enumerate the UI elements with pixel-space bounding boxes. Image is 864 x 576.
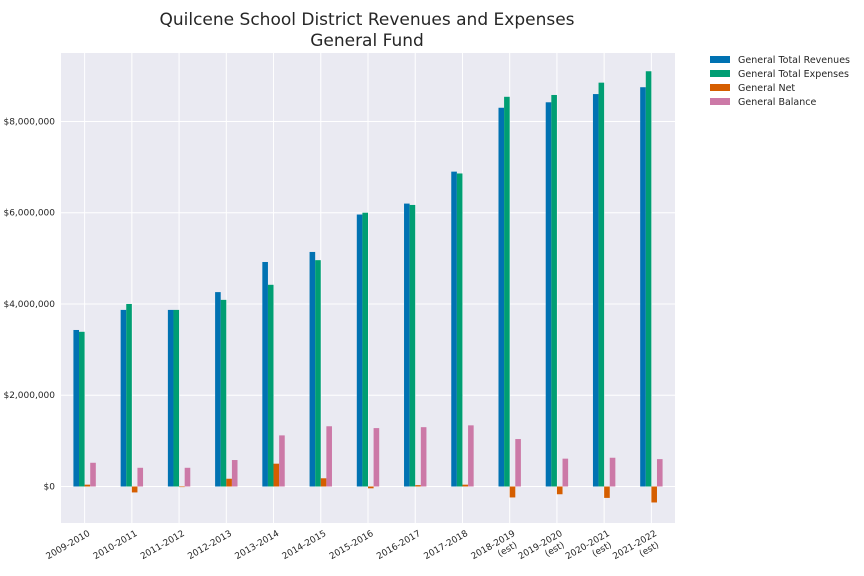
bar <box>179 486 185 488</box>
x-tick-label-line: 2013-2014 <box>234 529 282 562</box>
bar <box>562 458 569 487</box>
legend-swatch <box>710 98 730 105</box>
x-tick-label-line: 2011-2012 <box>139 529 186 562</box>
x-axis-ticks: 2009-2010 2010-2011 2011-2012 2012-2013 2013… <box>45 529 661 562</box>
y-tick-label: $4,000,000 <box>3 300 55 310</box>
legend-label: General Total Expenses <box>738 69 849 80</box>
bar <box>90 462 96 487</box>
bar <box>468 425 474 487</box>
x-tick-label: 2010-2011 <box>92 529 139 562</box>
bar <box>279 435 285 487</box>
y-tick-label: $2,000,000 <box>3 391 55 401</box>
bar <box>373 428 380 487</box>
bar <box>131 486 138 493</box>
y-axis-ticks: $0 $2,000,000 $4,000,000 $6,000,000 $8,000,0… <box>3 117 55 492</box>
x-tick-label: 2020-2021(est) <box>564 529 614 562</box>
x-tick-label: 2016-2017 <box>375 529 422 562</box>
x-tick-label-line: 2012-2013 <box>186 529 233 562</box>
bar <box>604 486 610 498</box>
bar <box>645 71 652 487</box>
chart-title: Quilcene School District Revenues and Ex… <box>159 10 574 30</box>
bar <box>362 212 368 487</box>
bar <box>79 331 85 487</box>
bar <box>404 203 410 487</box>
x-tick-label-line: 2017-2018 <box>422 529 470 562</box>
y-tick-label: $6,000,000 <box>3 209 55 219</box>
x-tick-label: 2015-2016 <box>328 529 376 562</box>
x-tick-label-line: 2009-2010 <box>45 529 93 562</box>
x-tick-label: 2018-2019(est) <box>470 529 520 562</box>
x-tick-label-line: 2010-2011 <box>92 529 139 562</box>
bar <box>515 439 521 487</box>
bar <box>356 214 363 487</box>
bar <box>545 102 552 487</box>
bar <box>215 292 221 487</box>
bar <box>167 309 174 487</box>
bar <box>551 94 557 487</box>
bar <box>451 171 457 487</box>
bar <box>556 486 563 495</box>
bar <box>368 486 374 489</box>
bar <box>315 260 321 487</box>
bar <box>262 261 268 487</box>
bar <box>326 426 332 487</box>
x-tick-label: 2021-2022(est) <box>611 529 661 562</box>
bar <box>126 303 132 487</box>
legend-swatch <box>710 70 730 77</box>
bar <box>409 204 416 487</box>
bar <box>226 478 232 487</box>
bar <box>231 460 238 487</box>
bar <box>184 467 191 487</box>
bar <box>609 457 616 487</box>
x-tick-label-line: 2016-2017 <box>375 529 422 562</box>
bars <box>73 71 663 503</box>
legend-label: General Net <box>738 83 795 94</box>
bar <box>498 107 505 487</box>
y-tick-label: $8,000,000 <box>3 117 55 127</box>
x-tick-label-line: 2014-2015 <box>281 529 328 562</box>
bar <box>320 478 327 487</box>
bar <box>137 467 144 487</box>
y-tick-label: $0 <box>44 482 56 492</box>
bar <box>504 96 510 487</box>
bar <box>267 284 274 487</box>
x-tick-label: 2017-2018 <box>422 529 470 562</box>
legend-label: General Balance <box>738 97 817 108</box>
legend: General Total Revenues General Total Expe… <box>710 55 850 108</box>
bar <box>415 485 421 487</box>
bar <box>273 463 280 487</box>
bar <box>220 299 227 487</box>
bar <box>420 427 427 487</box>
legend-label: General Total Revenues <box>738 55 850 66</box>
bar <box>73 329 80 487</box>
x-tick-label: 2009-2010 <box>45 529 93 562</box>
legend-swatch <box>710 56 730 63</box>
bar <box>84 484 91 487</box>
bar <box>592 94 599 487</box>
x-tick-label: 2019-2020(est) <box>517 529 567 562</box>
x-tick-label: 2013-2014 <box>234 529 282 562</box>
bar <box>509 486 516 498</box>
bar <box>173 309 180 487</box>
x-tick-label: 2011-2012 <box>139 529 186 562</box>
bar <box>462 484 469 487</box>
legend-swatch <box>710 84 730 91</box>
x-tick-label: 2012-2013 <box>186 529 233 562</box>
chart-subtitle: General Fund <box>310 31 424 51</box>
x-tick-label: 2014-2015 <box>281 529 328 562</box>
bar <box>651 486 657 503</box>
bar <box>598 82 605 487</box>
bar <box>656 459 663 487</box>
bar <box>456 173 463 487</box>
bar <box>309 251 316 487</box>
bar <box>640 87 646 487</box>
x-tick-label-line: 2015-2016 <box>328 529 376 562</box>
bar <box>120 309 127 487</box>
